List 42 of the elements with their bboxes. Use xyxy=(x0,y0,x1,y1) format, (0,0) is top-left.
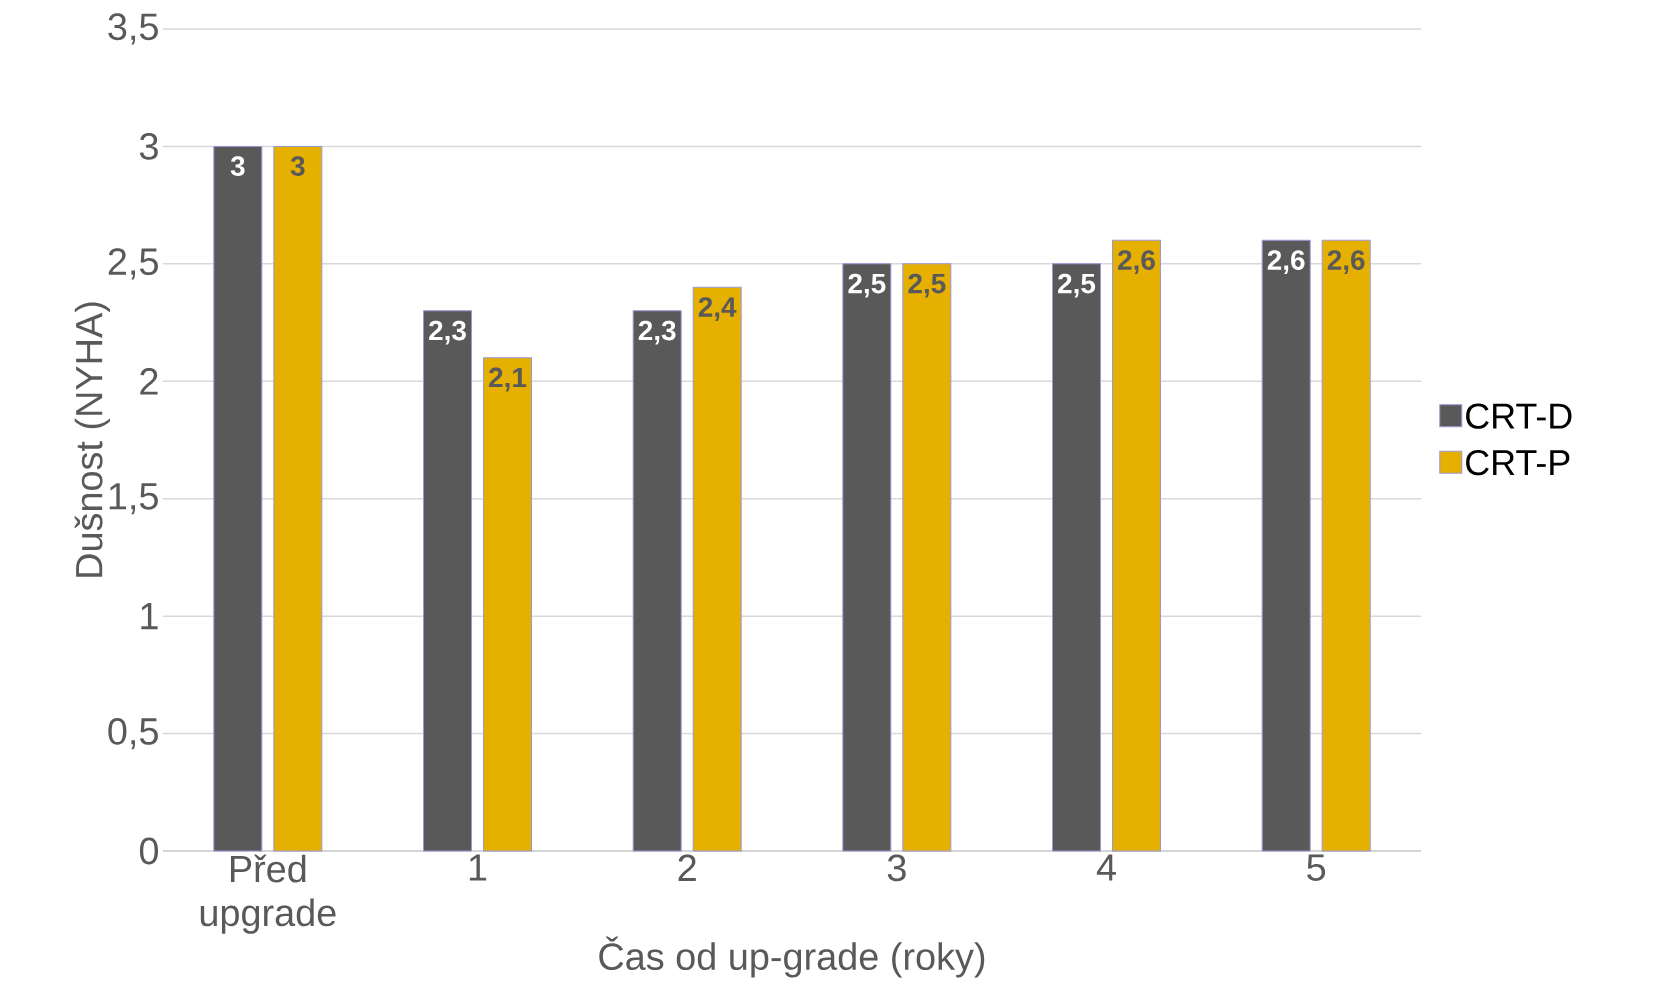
data-label: 2,1 xyxy=(489,367,527,392)
y-tick-label: 3,5 xyxy=(108,13,158,45)
bar xyxy=(1321,239,1371,852)
legend-label: CRT-D xyxy=(1466,403,1572,429)
y-tick-label: 3 xyxy=(139,133,158,160)
data-label: 2,6 xyxy=(1267,250,1305,274)
data-label: 2,3 xyxy=(638,320,676,345)
data-label: 3 xyxy=(290,156,305,177)
data-label: 2,5 xyxy=(848,273,886,298)
bar xyxy=(1261,239,1311,852)
bar xyxy=(423,310,473,852)
y-tick-label: 0 xyxy=(139,837,159,865)
x-axis-title: Čas od up-grade (roky) xyxy=(599,936,985,978)
data-label: 3 xyxy=(230,156,245,177)
data-label: 2,4 xyxy=(698,297,737,321)
data-label: 2,5 xyxy=(1058,273,1096,298)
y-tick-label: 2,5 xyxy=(108,248,158,280)
bar xyxy=(1112,239,1162,852)
bar xyxy=(842,263,892,852)
bar xyxy=(1052,263,1102,852)
x-tick-label: 4 xyxy=(1096,854,1116,881)
x-tick-label: 5 xyxy=(1307,854,1326,881)
x-tick-label: 1 xyxy=(469,854,487,881)
data-label: 2,6 xyxy=(1327,250,1365,274)
data-label: 2,5 xyxy=(908,273,946,298)
y-axis-title: Dušnost (NYHA) xyxy=(74,302,111,577)
x-tick-label: 2 xyxy=(678,854,696,881)
y-tick-label: 2 xyxy=(140,368,158,395)
bar xyxy=(632,310,682,852)
bar xyxy=(483,357,533,852)
bar xyxy=(273,145,323,852)
bar xyxy=(902,263,952,852)
bar xyxy=(692,286,742,852)
y-tick-label: 1 xyxy=(141,603,158,630)
x-tick-label: Před upgrade xyxy=(200,854,336,934)
bar xyxy=(213,145,263,852)
legend-label: CRT-P xyxy=(1466,449,1570,476)
data-label: 2,6 xyxy=(1118,250,1155,274)
y-tick-label: 0,5 xyxy=(108,717,158,750)
data-label: 2,3 xyxy=(429,320,466,345)
y-tick-label: 1,5 xyxy=(109,483,158,515)
x-tick-label: 3 xyxy=(887,854,906,882)
